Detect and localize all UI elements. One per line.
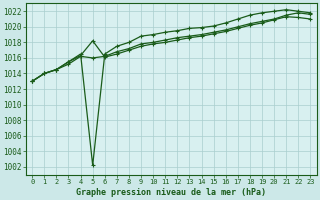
X-axis label: Graphe pression niveau de la mer (hPa): Graphe pression niveau de la mer (hPa): [76, 188, 266, 197]
